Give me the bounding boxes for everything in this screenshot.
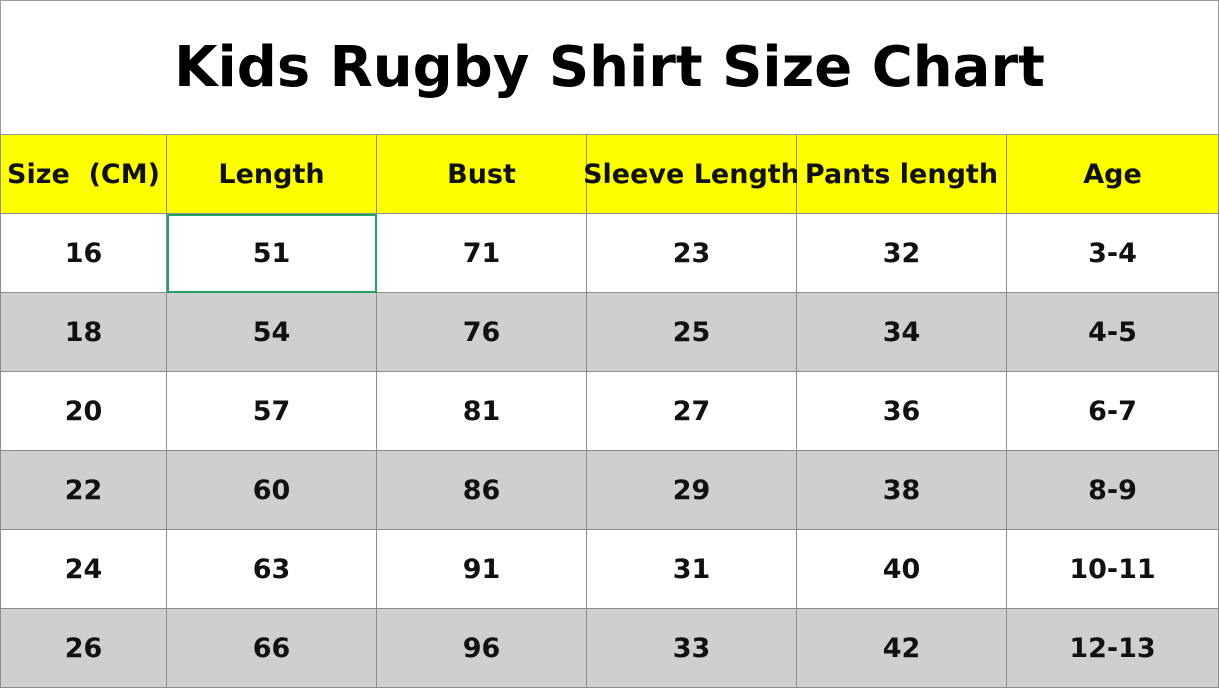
table-cell: 96 [377,609,587,688]
table-cell: 8-9 [1007,451,1219,530]
table-cell: 38 [797,451,1007,530]
table-cell: 29 [587,451,797,530]
table-cell: 4-5 [1007,293,1219,372]
table-cell: 3-4 [1007,214,1219,293]
column-header: Age [1007,135,1219,214]
column-header: Bust [377,135,587,214]
table-cell: 54 [167,293,377,372]
table-cell: 34 [797,293,1007,372]
title: Kids Rugby Shirt Size Chart [0,0,1219,135]
table-cell: 40 [797,530,1007,609]
table-cell: 22 [0,451,167,530]
table-cell: 31 [587,530,797,609]
column-header: Size (CM) [0,135,167,214]
column-header: Pants length [797,135,1007,214]
table-cell: 20 [0,372,167,451]
table-cell: 71 [377,214,587,293]
column-header: Length [167,135,377,214]
table-cell: 12-13 [1007,609,1219,688]
table-cell: 24 [0,530,167,609]
table-cell: 42 [797,609,1007,688]
table-cell: 91 [377,530,587,609]
table-cell: 6-7 [1007,372,1219,451]
table-cell: 86 [377,451,587,530]
table-cell: 57 [167,372,377,451]
table-cell: 32 [797,214,1007,293]
table-cell: 36 [797,372,1007,451]
table-cell: 18 [0,293,167,372]
table-cell: 66 [167,609,377,688]
table-cell: 76 [377,293,587,372]
table-cell: 33 [587,609,797,688]
table-cell: 10-11 [1007,530,1219,609]
table-cell: 16 [0,214,167,293]
table-cell: 25 [587,293,797,372]
table-cell: 63 [167,530,377,609]
table-cell: 60 [167,451,377,530]
table-cell: 23 [587,214,797,293]
table-cell: 27 [587,372,797,451]
column-header: Sleeve Length [583,135,800,214]
table-cell: 51 [167,214,377,293]
table-cell: 81 [377,372,587,451]
table-cell: 26 [0,609,167,688]
